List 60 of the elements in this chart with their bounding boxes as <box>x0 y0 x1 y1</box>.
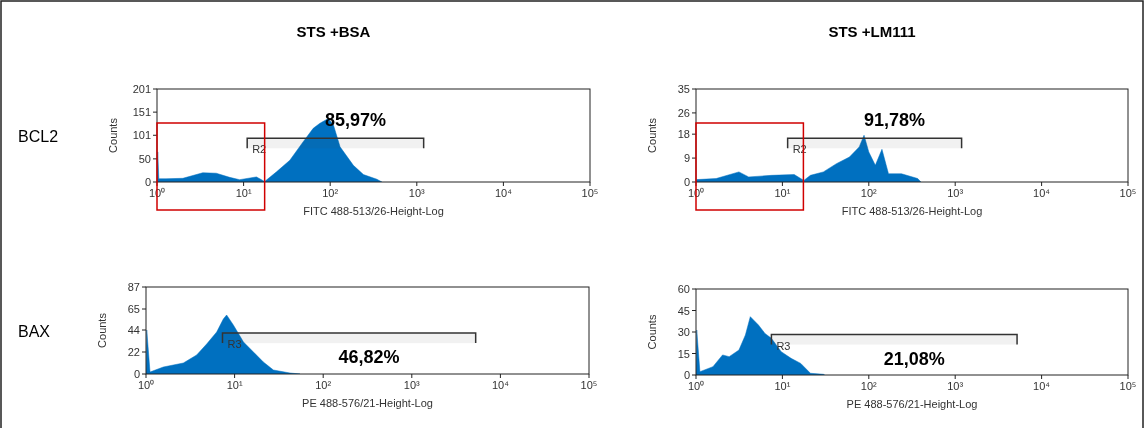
x-tick-label: 10¹ <box>226 379 243 391</box>
y-tick-label: 26 <box>677 106 690 119</box>
y-tick-label: 22 <box>127 346 140 358</box>
x-tick-label: 10⁴ <box>491 379 510 391</box>
y-tick-label: 9 <box>683 152 690 165</box>
x-tick-label: 10⁵ <box>1119 187 1137 199</box>
y-tick-label: 44 <box>127 324 140 336</box>
y-tick-label: 60 <box>677 283 690 295</box>
y-tick-label: 0 <box>683 369 690 381</box>
x-axis-title: FITC 488-513/26-Height-Log <box>303 205 444 217</box>
x-tick-label: 10⁵ <box>580 379 598 391</box>
x-tick-label: 10⁵ <box>581 187 599 199</box>
x-tick-label: 10² <box>322 187 339 199</box>
x-tick-label: 10⁰ <box>137 379 155 391</box>
y-tick-label: 45 <box>677 304 690 317</box>
y-axis-title: Counts <box>96 312 108 348</box>
x-tick-label: 10² <box>315 379 332 391</box>
x-tick-label: 10¹ <box>774 380 791 392</box>
x-tick-label: 10¹ <box>774 187 791 199</box>
y-tick-label: 87 <box>127 281 140 293</box>
y-tick-label: 18 <box>677 128 690 141</box>
chart-title: STS +LM111 <box>828 23 916 40</box>
x-tick-label: 10² <box>860 380 878 392</box>
text: BCL2 <box>18 127 59 145</box>
annotation: 46,82% <box>338 347 400 368</box>
y-tick-label: 35 <box>677 83 690 95</box>
y-tick-label: 15 <box>677 347 690 360</box>
y-tick-label: 101 <box>132 129 151 142</box>
y-tick-label: 30 <box>677 326 690 338</box>
x-tick-label: 10³ <box>947 187 964 199</box>
y-tick-label: 65 <box>127 303 140 315</box>
x-tick-label: 10¹ <box>235 187 252 199</box>
annotation: 21,08% <box>883 348 945 369</box>
band-label: R3 <box>227 338 242 351</box>
x-tick-label: 10³ <box>408 187 426 199</box>
text: BAX <box>18 322 51 340</box>
y-tick-label: 0 <box>683 176 690 188</box>
x-axis-title: PE 488-576/21-Height-Log <box>846 398 978 410</box>
y-tick-label: 201 <box>132 83 151 95</box>
y-axis-title: Counts <box>107 117 119 153</box>
x-tick-label: 10⁴ <box>1033 187 1051 199</box>
chart-title: STS +BSA <box>296 23 371 40</box>
y-tick-label: 0 <box>133 368 140 380</box>
y-axis-title: Counts <box>646 117 658 153</box>
x-tick-label: 10⁴ <box>1033 380 1051 392</box>
band-label: R3 <box>776 339 791 352</box>
x-tick-label: 10³ <box>947 380 964 392</box>
x-axis-title: FITC 488-513/26-Height-Log <box>841 205 983 217</box>
y-axis-title: Counts <box>646 314 658 350</box>
annotation: 85,97% <box>324 110 386 131</box>
y-tick-label: 151 <box>132 106 151 119</box>
y-tick-label: 0 <box>144 176 151 188</box>
x-tick-label: 10⁵ <box>1119 380 1137 392</box>
x-tick-label: 10² <box>860 187 878 199</box>
x-tick-label: 10⁴ <box>494 187 513 199</box>
annotation: 91,78% <box>864 110 926 131</box>
y-tick-label: 50 <box>138 152 151 165</box>
x-tick-label: 10⁰ <box>687 380 705 392</box>
x-axis-title: PE 488-576/21-Height-Log <box>302 397 433 409</box>
x-tick-label: 10³ <box>403 379 421 391</box>
